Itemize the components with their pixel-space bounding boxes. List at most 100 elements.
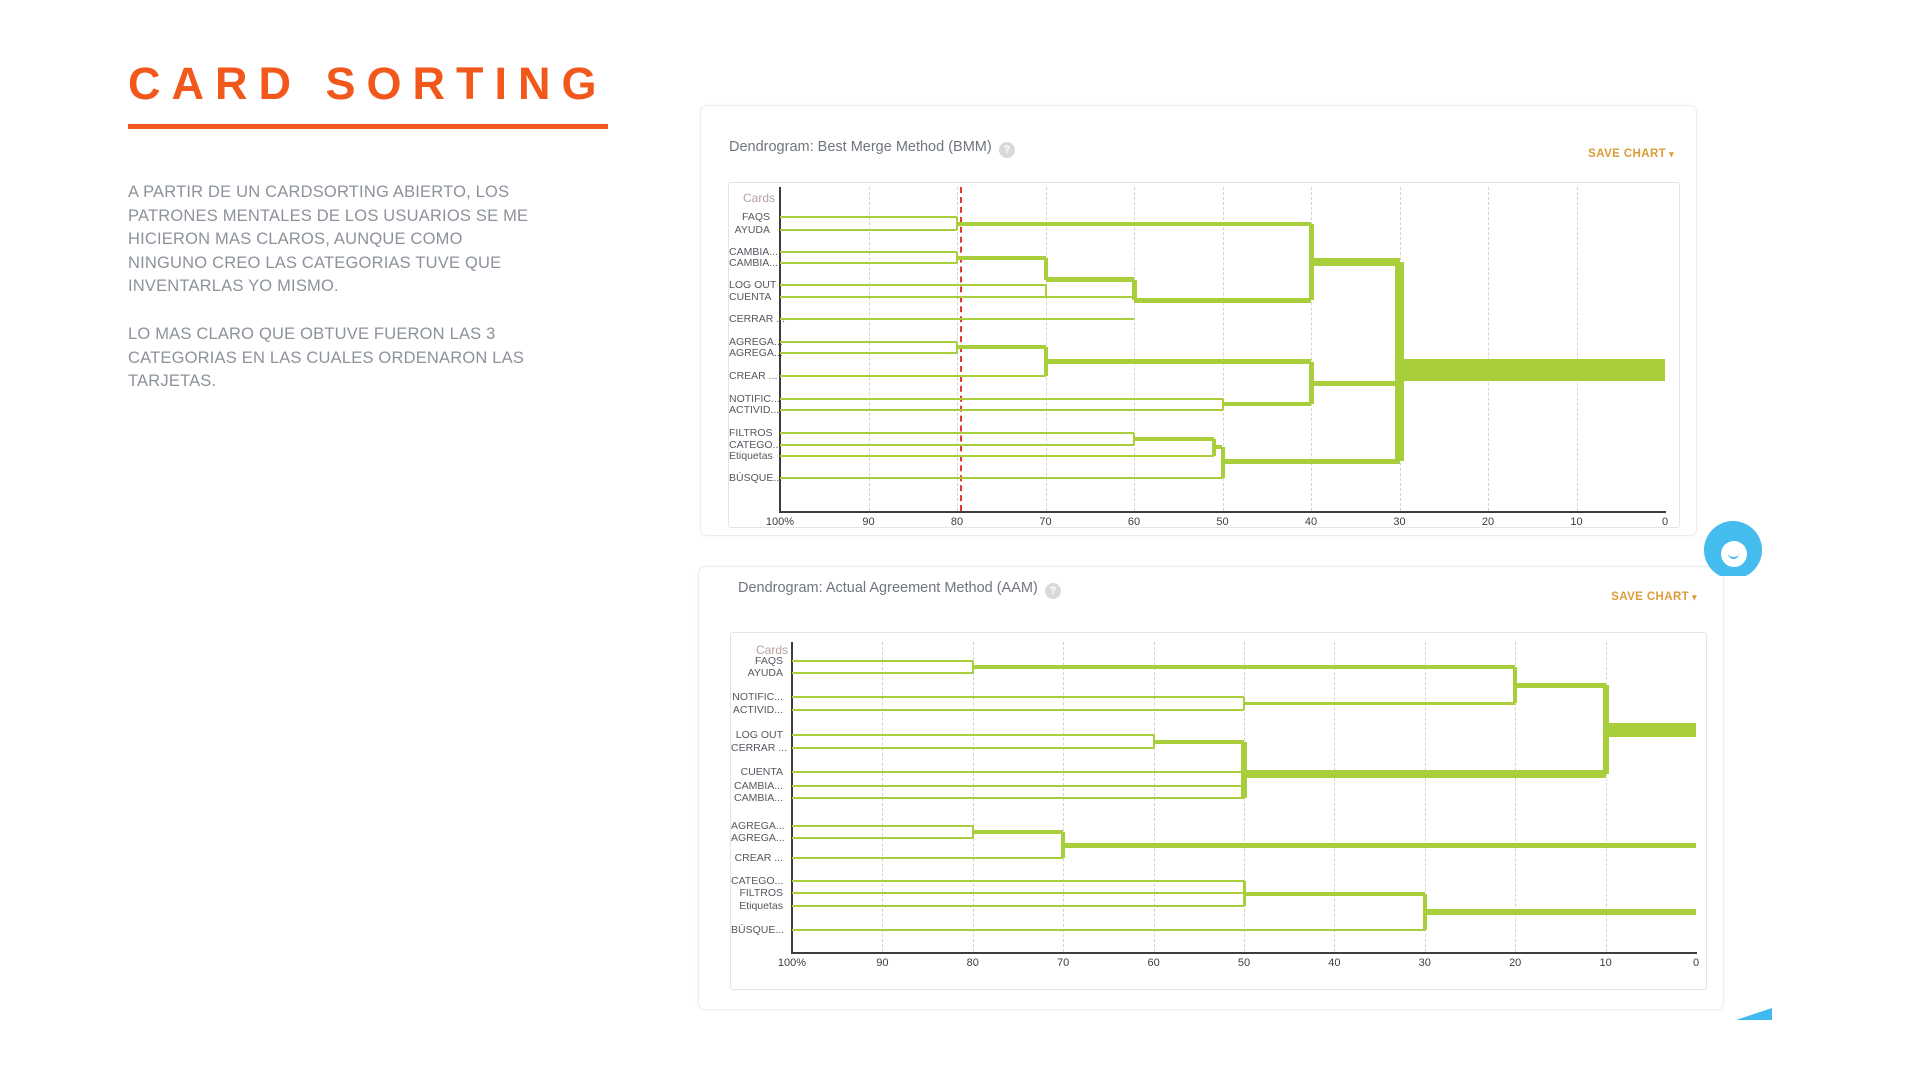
aam-dendrogram-plot xyxy=(792,642,1696,952)
dendrogram-branch xyxy=(1311,257,1400,266)
intro-column: CARD SORTING A PARTIR DE UN CARDSORTING … xyxy=(128,58,608,394)
card-label: CUENTA xyxy=(729,290,772,303)
dendrogram-branch xyxy=(780,408,1223,411)
dendrogram-branch xyxy=(957,345,1046,350)
card-label: FILTROS xyxy=(729,426,773,439)
dendrogram-joint xyxy=(1422,893,1427,930)
x-tick-label: 50 xyxy=(1237,957,1251,969)
card-label: Etiquetas xyxy=(729,449,773,462)
dendrogram-branch xyxy=(780,283,1046,286)
x-tick-label: 10 xyxy=(1570,516,1583,528)
card-label: CREAR ... xyxy=(734,852,783,865)
dendrogram-branch xyxy=(1244,701,1516,705)
x-tick-label: 70 xyxy=(1039,516,1052,528)
dendrogram-branch xyxy=(780,317,1134,320)
dendrogram-branch xyxy=(1311,380,1400,386)
card-label: CUENTA xyxy=(740,765,783,778)
intro-paragraph-1: A PARTIR DE UN CARDSORTING ABIERTO, LOS … xyxy=(128,183,529,296)
cards-axis-label: Cards xyxy=(755,643,788,657)
x-tick-label: 40 xyxy=(1328,957,1341,969)
dendrogram-branch xyxy=(780,431,1134,434)
dendrogram-branch xyxy=(792,905,1244,908)
bmm-x-ticks: 100% 90 80 70 60 50 40 30 20 10 0 xyxy=(766,516,1669,530)
gridline xyxy=(1515,642,1517,952)
page-title: CARD SORTING xyxy=(128,58,608,129)
dendrogram-branch xyxy=(1153,739,1244,744)
save-chart-button[interactable]: SAVE CHART ▾ xyxy=(1611,591,1697,603)
x-axis-line xyxy=(791,952,1697,954)
help-icon[interactable]: ? xyxy=(998,142,1015,158)
gridline xyxy=(1576,187,1578,511)
dendrogram-branch xyxy=(780,262,957,265)
gridline xyxy=(868,187,870,511)
dendrogram-branch xyxy=(1134,437,1214,442)
card-label: CAMBIA... xyxy=(733,780,783,793)
dendrogram-joint xyxy=(1308,223,1314,301)
bmm-chart-panel: Dendrogram: Best Merge Method (BMM)? SAV… xyxy=(700,105,1697,536)
cards-axis-label: Cards xyxy=(742,191,775,205)
help-icon[interactable]: ? xyxy=(1044,583,1061,599)
chevron-down-icon: ▾ xyxy=(1692,592,1697,602)
x-tick-label: 80 xyxy=(966,957,979,969)
dendrogram-branch xyxy=(792,857,1064,860)
x-tick-label: 70 xyxy=(1057,957,1070,969)
x-tick-label: 100% xyxy=(777,957,807,969)
card-label: AGREGA... xyxy=(729,346,783,359)
dendrogram-branch xyxy=(792,836,973,839)
card-label: Etiquetas xyxy=(739,900,783,913)
dendrogram-branch xyxy=(780,351,957,354)
dendrogram-joint xyxy=(956,252,958,264)
card-label: BÚSQUE... xyxy=(729,471,783,484)
dendrogram-joint xyxy=(956,341,958,353)
bmm-chart-title: Dendrogram: Best Merge Method (BMM)? xyxy=(729,139,1015,158)
x-tick-label: 20 xyxy=(1481,516,1495,528)
aam-card-labels: FAQS AYUDA NOTIFIC... ACTIVID... LOG OUT CERR… xyxy=(731,642,788,952)
card-label: AYUDA xyxy=(734,224,770,237)
gridline xyxy=(1488,187,1489,511)
dendrogram-joint xyxy=(1043,257,1048,280)
x-tick-label: 50 xyxy=(1216,516,1229,528)
gridline xyxy=(1334,642,1336,952)
dendrogram-joint xyxy=(1241,741,1247,798)
dendrogram-branch xyxy=(792,734,1154,736)
x-tick-label: 80 xyxy=(950,516,964,528)
dendrogram-branch xyxy=(780,454,1214,457)
card-label: CAMBIA... xyxy=(733,791,783,804)
aam-chart-title: Dendrogram: Actual Agreement Method (AAM… xyxy=(738,580,1061,599)
intro-paragraph-2: LO MAS CLARO QUE OBTUVE FUERON LAS 3 CAT… xyxy=(128,324,525,391)
x-tick-label: 100% xyxy=(765,516,795,528)
dendrogram-joint xyxy=(1513,666,1518,704)
x-tick-label: 60 xyxy=(1127,516,1141,528)
dendrogram-branch xyxy=(1424,909,1696,915)
dendrogram-branch xyxy=(1244,891,1425,896)
chat-face-icon xyxy=(1721,541,1747,567)
dendrogram-branch xyxy=(780,340,957,343)
dendrogram-branch xyxy=(780,397,1223,400)
x-tick-label: 0 xyxy=(1661,516,1669,528)
dendrogram-branch xyxy=(780,443,1134,446)
dendrogram-branch xyxy=(792,659,973,662)
dendrogram-joint xyxy=(1044,284,1047,297)
card-label: CAMBIA... xyxy=(729,246,779,259)
gridline xyxy=(1134,187,1135,511)
card-label: AGREGA... xyxy=(731,820,785,833)
x-axis-line xyxy=(779,511,1666,513)
dendrogram-joint xyxy=(1133,432,1135,445)
dendrogram-branch xyxy=(792,928,1425,931)
dendrogram-branch xyxy=(792,796,1244,799)
card-label: ACTIVID... xyxy=(729,403,780,416)
dendrogram-branch xyxy=(1222,458,1400,464)
card-label: CAMBIA... xyxy=(729,257,779,270)
dendrogram-branch xyxy=(792,695,1244,698)
dendrogram-branch xyxy=(1605,722,1696,737)
chat-widget[interactable] xyxy=(1703,521,1765,576)
card-label: FAQS xyxy=(741,211,770,224)
dendrogram-branch xyxy=(1515,682,1606,688)
save-chart-button[interactable]: SAVE CHART ▾ xyxy=(1588,148,1674,160)
dendrogram-branch xyxy=(1045,277,1134,283)
card-label: NOTIFIC... xyxy=(732,690,783,703)
gridline xyxy=(1605,642,1607,952)
card-label: CREAR ... xyxy=(729,369,778,382)
corner-widget-fragment[interactable] xyxy=(1736,1008,1772,1020)
